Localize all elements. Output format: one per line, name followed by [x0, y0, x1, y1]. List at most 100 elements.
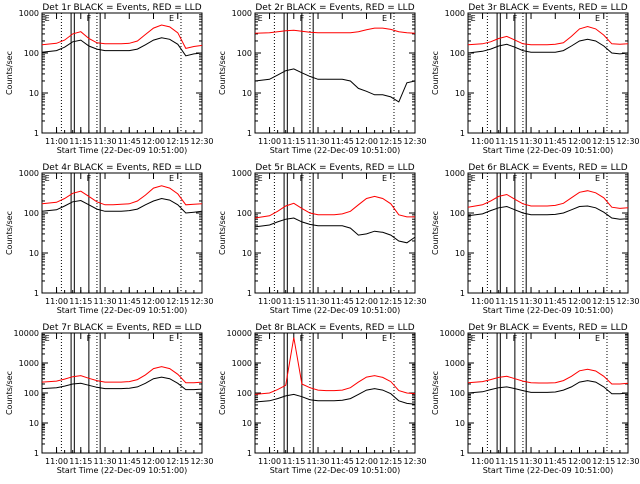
x-tick-label: 11:15 [69, 457, 92, 466]
y-axis-label: Counts/sec [218, 211, 227, 255]
plot-frame [467, 332, 629, 454]
plot-frame [467, 172, 629, 294]
y-tick-label: 1000 [445, 359, 465, 368]
series-line-black [41, 376, 203, 391]
x-tick-label: 12:30 [616, 137, 639, 146]
x-tick-label: 12:15 [592, 297, 615, 306]
x-tick-label: 12:00 [142, 457, 165, 466]
y-tick-label: 10 [455, 419, 465, 428]
x-tick-label: 11:15 [69, 137, 92, 146]
x-tick-label: 11:00 [45, 297, 68, 306]
y-tick-label: 100 [237, 49, 252, 58]
x-tick-label: 11:15 [282, 297, 305, 306]
y-tick-label: 1 [34, 289, 39, 298]
x-tick-label: 11:15 [495, 137, 518, 146]
y-tick-label: 100 [450, 389, 465, 398]
flag-label: E [382, 174, 387, 183]
series-line-red [41, 366, 203, 384]
x-tick-label: 11:00 [471, 137, 494, 146]
x-tick-label: 11:30 [519, 457, 542, 466]
y-tick-label: 1 [34, 449, 39, 458]
flag-label: E [471, 14, 476, 23]
chart-panel-6: Det 6r BLACK = Events, RED = LLD 1 10 100 10… [431, 163, 640, 315]
x-tick-label: 11:45 [544, 297, 567, 306]
plot-frame [467, 12, 629, 134]
plot-frame [41, 172, 203, 294]
series-line-red [254, 195, 415, 219]
y-tick-label: 10 [455, 249, 465, 258]
y-tick-label: 100 [450, 49, 465, 58]
y-tick-label: 1 [247, 129, 252, 138]
chart-panel-4: Det 4r BLACK = Events, RED = LLD 1 10 100 10… [5, 163, 214, 315]
x-tick-label: 11:00 [258, 297, 281, 306]
x-tick-label: 12:30 [403, 137, 426, 146]
x-tick-label: 12:15 [166, 297, 189, 306]
plot-frame [254, 332, 416, 454]
y-tick-label: 1000 [19, 359, 39, 368]
y-tick-label: 1000 [19, 9, 39, 18]
x-tick-label: 12:30 [403, 297, 426, 306]
chart-panel-5: Det 5r BLACK = Events, RED = LLD 1 10 100 10… [218, 163, 427, 315]
x-tick-label: 11:30 [519, 297, 542, 306]
series-line-black [254, 388, 416, 405]
plot-frame [41, 332, 203, 454]
flag-label: F [87, 174, 92, 183]
series-line-black [41, 197, 203, 214]
series-line-red [467, 368, 629, 385]
x-axis-label: Start Time (22-Dec-09 10:51:00) [483, 306, 614, 315]
flag-label: E [595, 334, 600, 343]
x-axis-label: Start Time (22-Dec-09 10:51:00) [483, 466, 614, 475]
series-line-black [41, 37, 203, 57]
series-line-red [467, 190, 629, 209]
flag-label: F [87, 334, 92, 343]
x-tick-label: 12:15 [379, 457, 402, 466]
series-line-red [254, 337, 416, 395]
y-tick-label: 100 [450, 209, 465, 218]
y-axis-label: Counts/sec [431, 371, 440, 415]
x-tick-label: 11:45 [544, 457, 567, 466]
x-tick-label: 11:15 [282, 457, 305, 466]
x-tick-label: 11:45 [118, 137, 141, 146]
x-axis-label: Start Time (22-Dec-09 10:51:00) [270, 466, 401, 475]
x-tick-label: 11:45 [331, 137, 354, 146]
chart-panel-2: Det 2r BLACK = Events, RED = LLD 1 10 100 10… [218, 3, 427, 155]
y-tick-label: 1 [460, 449, 465, 458]
y-axis-label: Counts/sec [218, 371, 227, 415]
y-tick-label: 1 [247, 449, 252, 458]
chart-panel-8: Det 8r BLACK = Events, RED = LLD 1 10 100 10… [218, 323, 427, 475]
x-axis-label: Start Time (22-Dec-09 10:51:00) [57, 146, 188, 155]
x-axis-label: Start Time (22-Dec-09 10:51:00) [57, 466, 188, 475]
flag-label: F [300, 174, 305, 183]
x-tick-label: 12:30 [616, 297, 639, 306]
y-tick-label: 1000 [19, 169, 39, 178]
x-tick-label: 11:00 [258, 457, 281, 466]
chart-title: Det 7r BLACK = Events, RED = LLD [42, 323, 201, 333]
series-line-red [467, 25, 629, 46]
chart-title: Det 9r BLACK = Events, RED = LLD [468, 323, 627, 333]
flag-label: F [300, 334, 305, 343]
flag-label: E [169, 14, 174, 23]
y-tick-label: 1 [34, 129, 39, 138]
chart-panel-9: Det 9r BLACK = Events, RED = LLD 1 10 100 10… [431, 323, 640, 475]
y-tick-label: 10 [29, 89, 39, 98]
x-tick-label: 11:30 [93, 137, 116, 146]
x-tick-label: 12:00 [355, 137, 378, 146]
flag-label: E [382, 14, 387, 23]
y-tick-label: 1000 [232, 169, 252, 178]
y-tick-label: 100 [237, 389, 252, 398]
x-tick-label: 12:30 [403, 457, 426, 466]
plot-frame [41, 12, 203, 134]
y-axis-label: Counts/sec [5, 371, 14, 415]
x-tick-label: 11:45 [118, 457, 141, 466]
x-tick-label: 12:30 [190, 457, 213, 466]
chart-title: Det 8r BLACK = Events, RED = LLD [255, 323, 414, 333]
x-tick-label: 12:30 [616, 457, 639, 466]
flag-label: F [513, 334, 518, 343]
series-line-black [254, 68, 416, 103]
x-tick-label: 11:30 [93, 457, 116, 466]
flag-label: E [595, 14, 600, 23]
y-tick-label: 10000 [14, 329, 39, 338]
y-tick-label: 100 [237, 209, 252, 218]
y-axis-label: Counts/sec [218, 51, 227, 95]
